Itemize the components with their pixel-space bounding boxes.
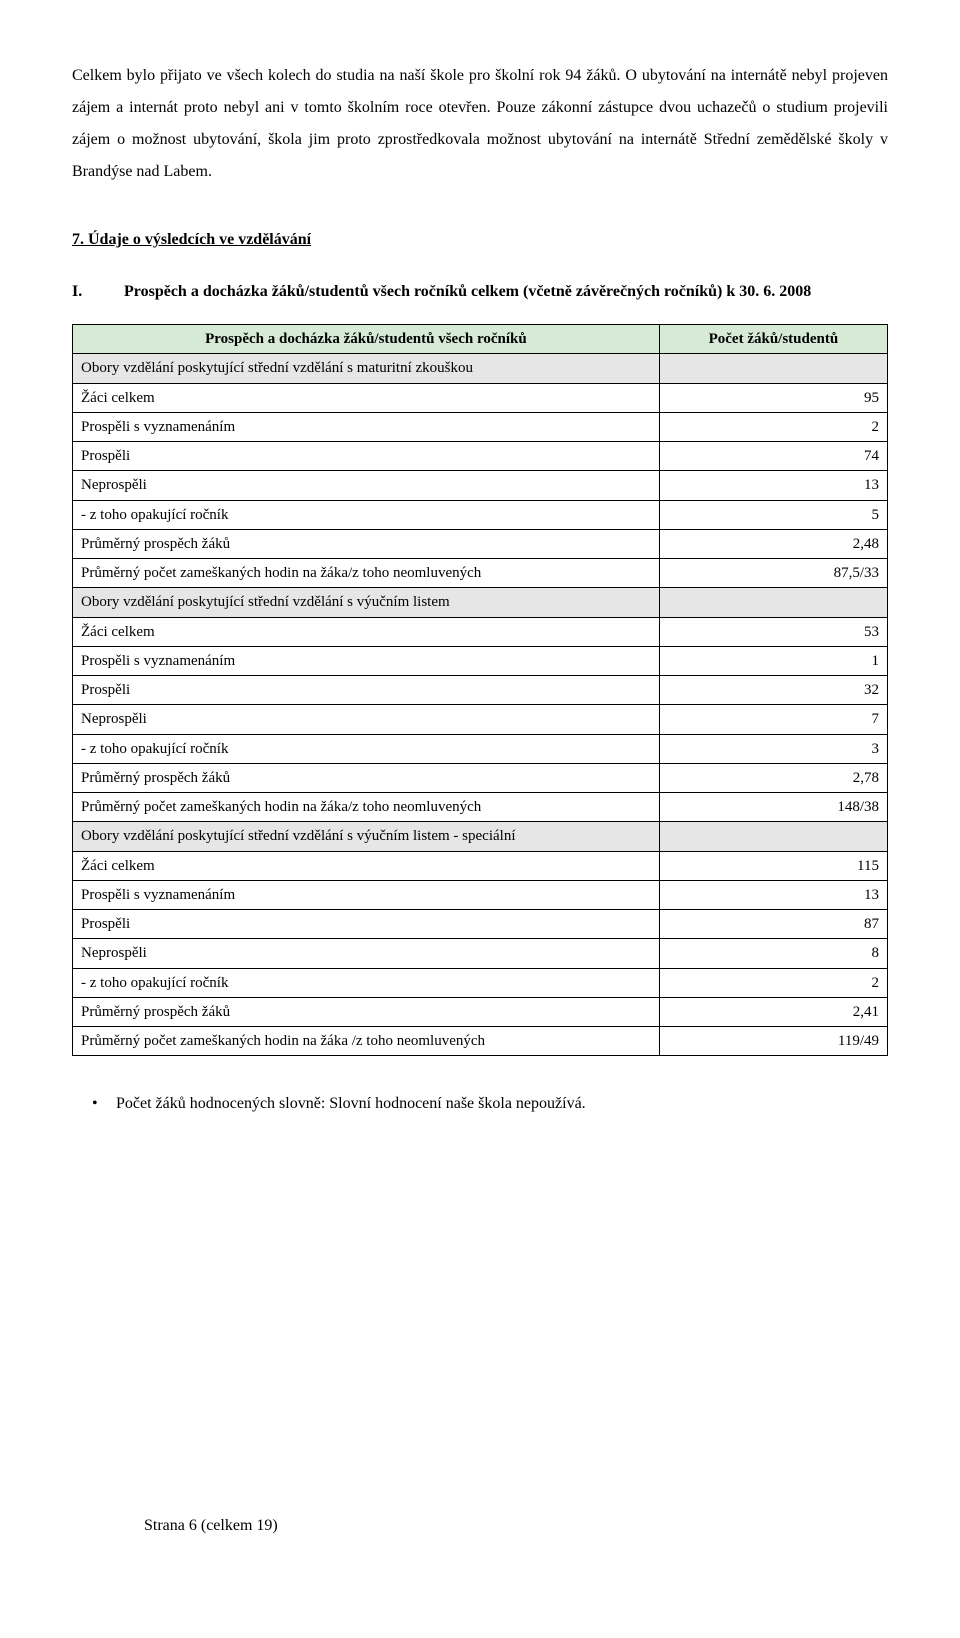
table-row: Žáci celkem115 [73,851,888,880]
table-cell-value: 13 [659,471,887,500]
table-header-value: Počet žáků/studentů [659,325,887,354]
table-row: - z toho opakující ročník2 [73,968,888,997]
table-section-value [659,822,887,851]
table-cell-value: 2,78 [659,763,887,792]
section-title: Údaje o výsledcích ve vzdělávání [88,231,311,248]
table-cell-value: 115 [659,851,887,880]
table-cell-label: Průměrný prospěch žáků [73,763,660,792]
table-row: Neprospěli13 [73,471,888,500]
table-section-label: Obory vzdělání poskytující střední vzděl… [73,822,660,851]
table-cell-label: - z toho opakující ročník [73,968,660,997]
table-row: Prospěli74 [73,442,888,471]
table-row: Žáci celkem95 [73,383,888,412]
table-cell-value: 87,5/33 [659,559,887,588]
table-cell-label: Průměrný prospěch žáků [73,529,660,558]
table-cell-label: Žáci celkem [73,383,660,412]
table-cell-label: Prospěli s vyznamenáním [73,412,660,441]
table-cell-value: 13 [659,880,887,909]
table-cell-value: 32 [659,676,887,705]
table-cell-label: Prospěli s vyznamenáním [73,646,660,675]
table-section-value [659,588,887,617]
bullet-icon: • [92,1092,116,1116]
bullet-item: • Počet žáků hodnocených slovně: Slovní … [92,1092,888,1116]
table-row: Žáci celkem53 [73,617,888,646]
table-row: Průměrný prospěch žáků2,78 [73,763,888,792]
table-row: Prospěli32 [73,676,888,705]
results-table: Prospěch a docházka žáků/studentů všech … [72,324,888,1056]
table-cell-value: 2,48 [659,529,887,558]
table-cell-label: Prospěli [73,910,660,939]
table-cell-value: 8 [659,939,887,968]
table-row: Obory vzdělání poskytující střední vzděl… [73,354,888,383]
table-row: - z toho opakující ročník5 [73,500,888,529]
table-cell-value: 119/49 [659,1027,887,1056]
table-row: Průměrný prospěch žáků2,48 [73,529,888,558]
table-section-value [659,354,887,383]
table-cell-value: 53 [659,617,887,646]
subsection-text: Prospěch a docházka žáků/studentů všech … [124,280,888,304]
table-row: Průměrný počet zameškaných hodin na žáka… [73,559,888,588]
table-row: Průměrný prospěch žáků2,41 [73,997,888,1026]
table-section-label: Obory vzdělání poskytující střední vzděl… [73,588,660,617]
table-cell-label: Žáci celkem [73,851,660,880]
table-cell-label: Neprospěli [73,471,660,500]
table-cell-value: 2 [659,412,887,441]
table-cell-label: Průměrný počet zameškaných hodin na žáka… [73,559,660,588]
table-cell-value: 95 [659,383,887,412]
table-cell-value: 1 [659,646,887,675]
results-table-body: Prospěch a docházka žáků/studentů všech … [73,325,888,1056]
table-row: Neprospěli8 [73,939,888,968]
table-cell-value: 5 [659,500,887,529]
table-row: Obory vzdělání poskytující střední vzděl… [73,588,888,617]
table-cell-label: Průměrný počet zameškaných hodin na žáka… [73,1027,660,1056]
table-cell-value: 7 [659,705,887,734]
table-header-row: Prospěch a docházka žáků/studentů všech … [73,325,888,354]
subsection-number: I. [72,280,124,304]
table-cell-label: Neprospěli [73,705,660,734]
table-section-label: Obory vzdělání poskytující střední vzděl… [73,354,660,383]
table-cell-label: - z toho opakující ročník [73,500,660,529]
table-cell-value: 2,41 [659,997,887,1026]
section-number: 7. [72,231,84,248]
table-cell-label: Neprospěli [73,939,660,968]
table-row: Prospěli s vyznamenáním2 [73,412,888,441]
intro-paragraph: Celkem bylo přijato ve všech kolech do s… [72,60,888,188]
table-row: - z toho opakující ročník3 [73,734,888,763]
table-cell-label: Průměrný počet zameškaných hodin na žáka… [73,793,660,822]
table-cell-label: - z toho opakující ročník [73,734,660,763]
table-row: Prospěli87 [73,910,888,939]
table-cell-value: 3 [659,734,887,763]
table-cell-label: Průměrný prospěch žáků [73,997,660,1026]
table-row: Průměrný počet zameškaných hodin na žáka… [73,793,888,822]
table-row: Prospěli s vyznamenáním13 [73,880,888,909]
table-cell-value: 74 [659,442,887,471]
table-cell-label: Žáci celkem [73,617,660,646]
section-heading: 7. Údaje o výsledcích ve vzdělávání [72,228,888,252]
table-row: Průměrný počet zameškaných hodin na žáka… [73,1027,888,1056]
table-cell-value: 2 [659,968,887,997]
table-cell-label: Prospěli s vyznamenáním [73,880,660,909]
table-cell-value: 87 [659,910,887,939]
table-cell-value: 148/38 [659,793,887,822]
bullet-text: Počet žáků hodnocených slovně: Slovní ho… [116,1092,888,1116]
table-row: Neprospěli7 [73,705,888,734]
table-row: Prospěli s vyznamenáním1 [73,646,888,675]
subsection-heading: I. Prospěch a docházka žáků/studentů vše… [72,280,888,304]
table-header-label: Prospěch a docházka žáků/studentů všech … [73,325,660,354]
table-cell-label: Prospěli [73,442,660,471]
table-cell-label: Prospěli [73,676,660,705]
table-row: Obory vzdělání poskytující střední vzděl… [73,822,888,851]
